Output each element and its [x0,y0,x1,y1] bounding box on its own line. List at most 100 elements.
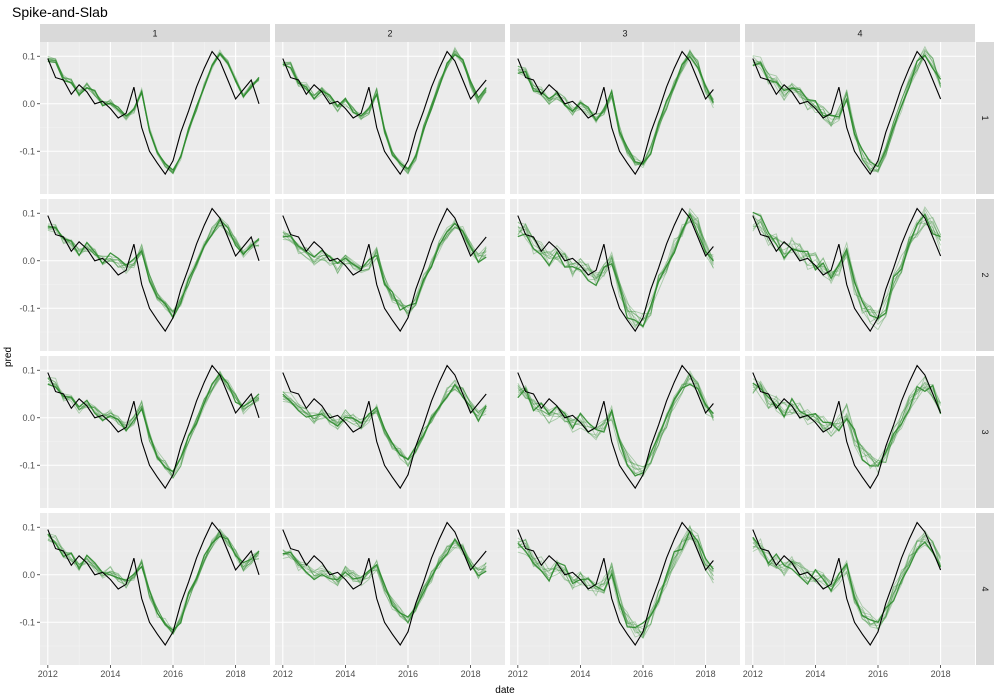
prediction-line [517,56,714,163]
prediction-line [47,52,260,173]
prediction-line [282,385,487,461]
prediction-line [517,373,714,476]
actual-line [517,364,714,490]
prediction-line [282,52,487,173]
prediction-line [752,54,942,168]
prediction-line [517,212,714,328]
prediction-line [517,51,714,167]
prediction-line [517,377,714,472]
actual-line [517,50,714,176]
x-tick-label: 2012 [38,669,58,679]
strip-row-label: 4 [980,586,990,591]
prediction-line [282,226,487,315]
prediction-line [752,211,941,320]
prediction-line [47,376,260,477]
prediction-line [282,225,487,313]
strip-row-2 [976,199,994,351]
x-tick-label: 2014 [100,669,120,679]
prediction-line [517,49,714,166]
panel-r4-c2 [275,513,505,665]
prediction-line [282,539,487,623]
prediction-line [752,375,942,466]
prediction-line [282,544,487,618]
prediction-line [752,217,942,318]
x-tick-label: 2018 [696,669,716,679]
panel-background [745,356,975,508]
y-tick-label: -0.1 [19,146,35,156]
prediction-line [517,50,714,166]
x-tick-label: 2016 [633,669,653,679]
prediction-line [517,531,714,638]
prediction-line [517,525,714,639]
prediction-line [517,537,714,634]
strip-row-label: 2 [980,272,990,277]
strip-col-2 [275,24,505,42]
prediction-line [752,382,941,468]
x-tick-label: 2014 [335,669,355,679]
panel-r3-c4 [745,356,975,508]
prediction-line [282,388,487,465]
strip-row-1 [976,42,994,194]
strip-col-label: 4 [857,29,862,39]
x-tick-label: 2018 [931,669,951,679]
prediction-line [752,535,941,625]
prediction-line [282,226,487,318]
panel-background [40,42,270,194]
prediction-line [282,538,487,624]
prediction-line [47,51,260,173]
panel-r3-c3 [510,356,740,508]
panel-background [275,356,505,508]
prediction-line [47,54,260,175]
chart-title: Spike-and-Slab [12,4,108,20]
prediction-line [47,373,260,474]
prediction-line [47,377,260,479]
prediction-line [517,373,714,475]
prediction-line [517,51,714,166]
prediction-line [282,220,487,314]
prediction-line [47,533,260,635]
prediction-line [517,213,714,322]
prediction-line [282,52,487,172]
prediction-line [517,372,714,477]
actual-line [752,364,942,490]
prediction-line [752,532,942,625]
prediction-line [517,216,714,327]
actual-line [282,364,487,490]
prediction-line [47,370,260,475]
facet-panels: 1 2 3 4 1 2 3 4 0.1 0.0 -0.1 0.1 0.0 -0.1 0.1 0.0 -0.1 0.… [19,24,994,679]
strip-row-label: 1 [980,115,990,120]
prediction-line [282,49,487,175]
y-tick-label: 0.1 [22,522,35,532]
prediction-line [282,383,487,461]
prediction-line [752,212,942,323]
prediction-line [517,53,714,164]
prediction-line [47,218,260,319]
prediction-line [517,54,714,166]
prediction-line [282,389,487,462]
prediction-line [47,530,260,633]
panel-background [510,356,740,508]
prediction-line [282,541,487,625]
prediction-line [752,49,942,174]
prediction-line [752,536,942,624]
prediction-line [282,384,487,468]
prediction-line [282,47,487,170]
actual-line [752,50,942,176]
prediction-line [47,528,260,635]
prediction-line [47,533,260,631]
strip-col-3 [510,24,740,42]
prediction-line [752,384,942,463]
x-axis-title: date [495,685,515,696]
prediction-line [47,52,260,171]
prediction-line [282,54,487,175]
prediction-line [752,381,941,474]
prediction-line [752,380,941,463]
prediction-line [517,219,714,328]
y-tick-label: 0.0 [22,256,35,266]
prediction-line [752,55,942,172]
prediction-line [517,214,714,327]
prediction-line [282,380,487,461]
strip-col-label: 2 [387,29,392,39]
prediction-line [47,54,260,174]
prediction-line [517,212,714,321]
